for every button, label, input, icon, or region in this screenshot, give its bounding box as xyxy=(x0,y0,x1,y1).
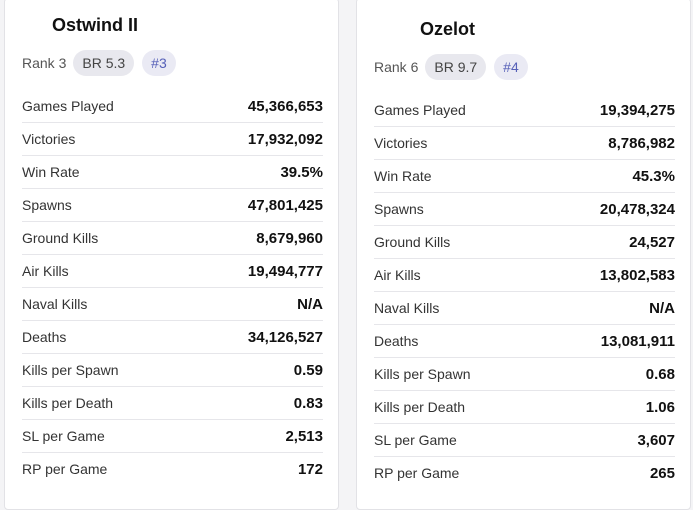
vehicle-card-ozelot: Ozelot Rank 6 BR 9.7 #4 Games Played 19,3… xyxy=(356,0,691,510)
stat-value: 19,494,777 xyxy=(247,262,323,280)
stat-value: 0.68 xyxy=(645,365,675,383)
stat-row: Win Rate 45.3% xyxy=(374,160,675,193)
stat-label: Kills per Spawn xyxy=(22,362,119,378)
vehicle-card-ostwind: Ostwind II Rank 3 BR 5.3 #3 Games Played… xyxy=(4,0,339,510)
stat-value: 45.3% xyxy=(632,167,675,185)
stat-label: Kills per Spawn xyxy=(374,366,471,382)
stat-row: Naval Kills N/A xyxy=(374,292,675,325)
stat-row: Ground Kills 8,679,960 xyxy=(22,222,323,255)
stat-row: Victories 8,786,982 xyxy=(374,127,675,160)
stat-row: Air Kills 13,802,583 xyxy=(374,259,675,292)
stat-value: 24,527 xyxy=(629,233,675,251)
stat-value: 45,366,653 xyxy=(247,97,323,115)
stat-row: SL per Game 3,607 xyxy=(374,424,675,457)
stat-label: Deaths xyxy=(22,329,67,345)
stat-row: Win Rate 39.5% xyxy=(22,156,323,189)
stat-value: 17,932,092 xyxy=(247,130,323,148)
vehicle-meta: Rank 3 BR 5.3 #3 xyxy=(22,50,184,76)
stats-table: Games Played 45,366,653 Victories 17,932,0… xyxy=(22,90,323,485)
stat-row: Deaths 13,081,911 xyxy=(374,325,675,358)
stat-value: N/A xyxy=(297,295,323,313)
stat-value: 8,679,960 xyxy=(256,229,323,247)
stat-row: Deaths 34,126,527 xyxy=(22,321,323,354)
stat-row: SL per Game 2,513 xyxy=(22,420,323,453)
position-badge: #3 xyxy=(142,50,176,76)
position-badge: #4 xyxy=(494,54,528,80)
stat-label: Victories xyxy=(22,131,76,147)
stat-label: Ground Kills xyxy=(22,230,99,246)
rank-label: Rank 3 xyxy=(22,55,67,71)
stat-row: Victories 17,932,092 xyxy=(22,123,323,156)
stat-label: Ground Kills xyxy=(374,234,451,250)
stat-row: Games Played 45,366,653 xyxy=(22,90,323,123)
stat-value: 8,786,982 xyxy=(608,134,675,152)
stat-value: 39.5% xyxy=(280,163,323,181)
stat-value: 34,126,527 xyxy=(247,328,323,346)
stat-label: SL per Game xyxy=(374,432,457,448)
stat-row: Kills per Spawn 0.59 xyxy=(22,354,323,387)
br-badge: BR 9.7 xyxy=(425,54,487,80)
stats-table: Games Played 19,394,275 Victories 8,786,98… xyxy=(374,94,675,489)
stat-label: RP per Game xyxy=(22,461,108,477)
stat-row: RP per Game 172 xyxy=(22,453,323,485)
stat-row: RP per Game 265 xyxy=(374,457,675,489)
stat-value: 2,513 xyxy=(285,427,323,445)
stat-value: 20,478,324 xyxy=(599,200,675,218)
stat-label: SL per Game xyxy=(22,428,105,444)
stat-value: 0.83 xyxy=(293,394,323,412)
stat-row: Games Played 19,394,275 xyxy=(374,94,675,127)
stat-value: 47,801,425 xyxy=(247,196,323,214)
stat-value: 265 xyxy=(649,464,675,482)
vehicle-meta: Rank 6 BR 9.7 #4 xyxy=(374,54,536,80)
rank-label: Rank 6 xyxy=(374,59,419,75)
stat-label: Games Played xyxy=(374,102,466,118)
vehicle-name[interactable]: Ozelot xyxy=(420,19,476,39)
stat-label: Air Kills xyxy=(22,263,69,279)
vehicle-name[interactable]: Ostwind II xyxy=(52,15,139,35)
stat-row: Ground Kills 24,527 xyxy=(374,226,675,259)
stat-value: N/A xyxy=(649,299,675,317)
stat-label: Kills per Death xyxy=(22,395,114,411)
stat-label: Win Rate xyxy=(22,164,80,180)
stat-row: Spawns 47,801,425 xyxy=(22,189,323,222)
stat-row: Kills per Spawn 0.68 xyxy=(374,358,675,391)
stat-value: 3,607 xyxy=(637,431,675,449)
stat-label: Naval Kills xyxy=(374,300,440,316)
stat-label: Kills per Death xyxy=(374,399,466,415)
stat-label: Win Rate xyxy=(374,168,432,184)
stat-label: RP per Game xyxy=(374,465,460,481)
stat-row: Naval Kills N/A xyxy=(22,288,323,321)
stat-value: 19,394,275 xyxy=(599,101,675,119)
stat-label: Games Played xyxy=(22,98,114,114)
stat-row: Air Kills 19,494,777 xyxy=(22,255,323,288)
stat-value: 1.06 xyxy=(645,398,675,416)
stat-label: Spawns xyxy=(22,197,72,213)
stat-label: Deaths xyxy=(374,333,419,349)
br-badge: BR 5.3 xyxy=(73,50,135,76)
stat-value: 172 xyxy=(297,460,323,478)
stat-row: Kills per Death 1.06 xyxy=(374,391,675,424)
stat-label: Victories xyxy=(374,135,428,151)
stat-value: 13,802,583 xyxy=(599,266,675,284)
stat-label: Naval Kills xyxy=(22,296,88,312)
stat-label: Spawns xyxy=(374,201,424,217)
stat-label: Air Kills xyxy=(374,267,421,283)
stat-value: 0.59 xyxy=(293,361,323,379)
stat-row: Kills per Death 0.83 xyxy=(22,387,323,420)
stat-row: Spawns 20,478,324 xyxy=(374,193,675,226)
stat-value: 13,081,911 xyxy=(600,332,675,350)
